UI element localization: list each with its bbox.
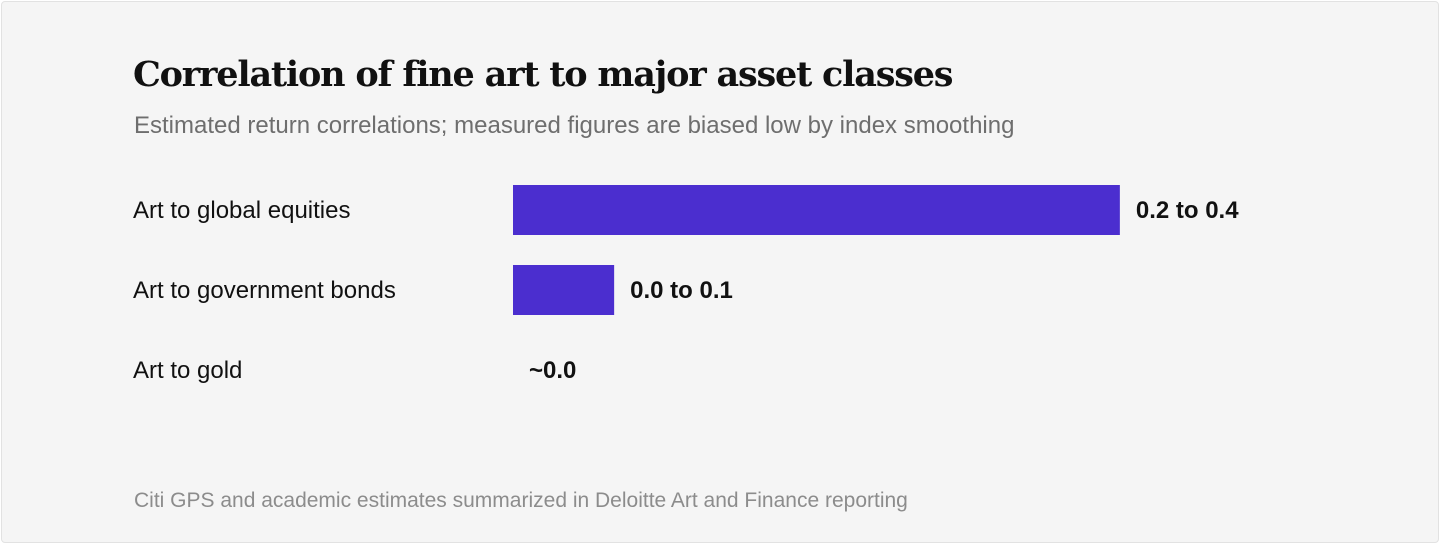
category-label: Art to global equities: [133, 197, 350, 224]
value-label: 0.0 to 0.1: [630, 277, 733, 304]
value-label: 0.2 to 0.4: [1136, 197, 1239, 224]
bar: [513, 185, 1120, 235]
value-label: ~0.0: [529, 357, 576, 384]
chart-subtitle: Estimated return correlations; measured …: [134, 112, 1015, 139]
bar: [513, 265, 615, 315]
category-label: Art to gold: [133, 357, 242, 384]
category-label: Art to government bonds: [133, 277, 396, 304]
chart-source-note: Citi GPS and academic estimates summariz…: [134, 489, 908, 512]
chart-title: Correlation of fine art to major asset c…: [133, 54, 953, 95]
